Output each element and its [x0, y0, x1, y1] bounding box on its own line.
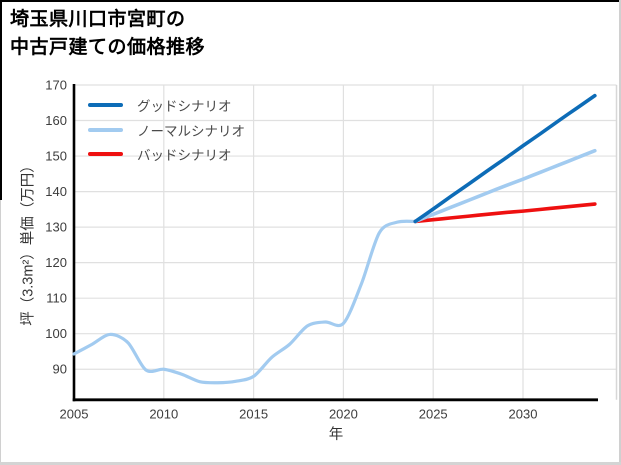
x-tick-label-2025: 2025 — [419, 407, 448, 422]
x-tick-label-2005: 2005 — [60, 407, 89, 422]
y-tick-label-170: 170 — [45, 78, 67, 93]
y-tick-label-120: 120 — [45, 255, 67, 270]
x-axis-label: 年 — [328, 427, 344, 443]
x-tick-label-2030: 2030 — [509, 407, 538, 422]
chart-title-line1: 埼玉県川口市宮町の — [10, 9, 186, 30]
y-axis-label: 坪（3.3m²）単価（万円） — [20, 158, 37, 326]
normal-scenario-swatch — [88, 127, 123, 132]
bad-scenario-label: バッドシナリオ — [137, 148, 232, 164]
bad-scenario-swatch — [88, 152, 123, 157]
price-history-line — [72, 219, 417, 385]
chart-title: 埼玉県川口市宮町の 中古戸建ての価格推移 — [10, 6, 205, 62]
x-tick-label-2020: 2020 — [329, 407, 358, 422]
y-tick-label-130: 130 — [45, 220, 67, 235]
good-scenario-swatch — [88, 103, 123, 108]
legend-item-good-scenario[interactable]: グッドシナリオ — [88, 93, 245, 118]
x-tick-label-2010: 2010 — [149, 407, 178, 422]
legend-item-bad-scenario[interactable]: バッドシナリオ — [88, 142, 245, 167]
y-tick-label-110: 110 — [46, 291, 67, 306]
y-tick-label-140: 140 — [45, 184, 67, 199]
chart-title-line2: 中古戸建ての価格推移 — [10, 37, 206, 58]
y-tick-label-160: 160 — [45, 113, 67, 128]
legend-item-normal-scenario[interactable]: ノーマルシナリオ — [88, 118, 245, 143]
legend: グッドシナリオ ノーマルシナリオ バッドシナリオ — [88, 93, 245, 167]
card-border-left-lower — [0, 200, 1, 465]
card-border-right — [619, 0, 621, 465]
good-scenario-line — [413, 93, 597, 224]
bad-scenario-line — [413, 202, 597, 224]
x-tick-label-2015: 2015 — [239, 407, 268, 422]
y-tick-label-150: 150 — [45, 149, 67, 164]
y-tick-label-100: 100 — [45, 326, 67, 341]
card-border-left — [0, 0, 2, 200]
y-tick-label-90: 90 — [53, 362, 67, 377]
card-border-top — [0, 0, 621, 2]
normal-scenario-label: ノーマルシナリオ — [137, 123, 245, 139]
normal-scenario-line — [413, 148, 597, 224]
good-scenario-label: グッドシナリオ — [137, 99, 232, 115]
card-border-bottom — [0, 462, 621, 465]
